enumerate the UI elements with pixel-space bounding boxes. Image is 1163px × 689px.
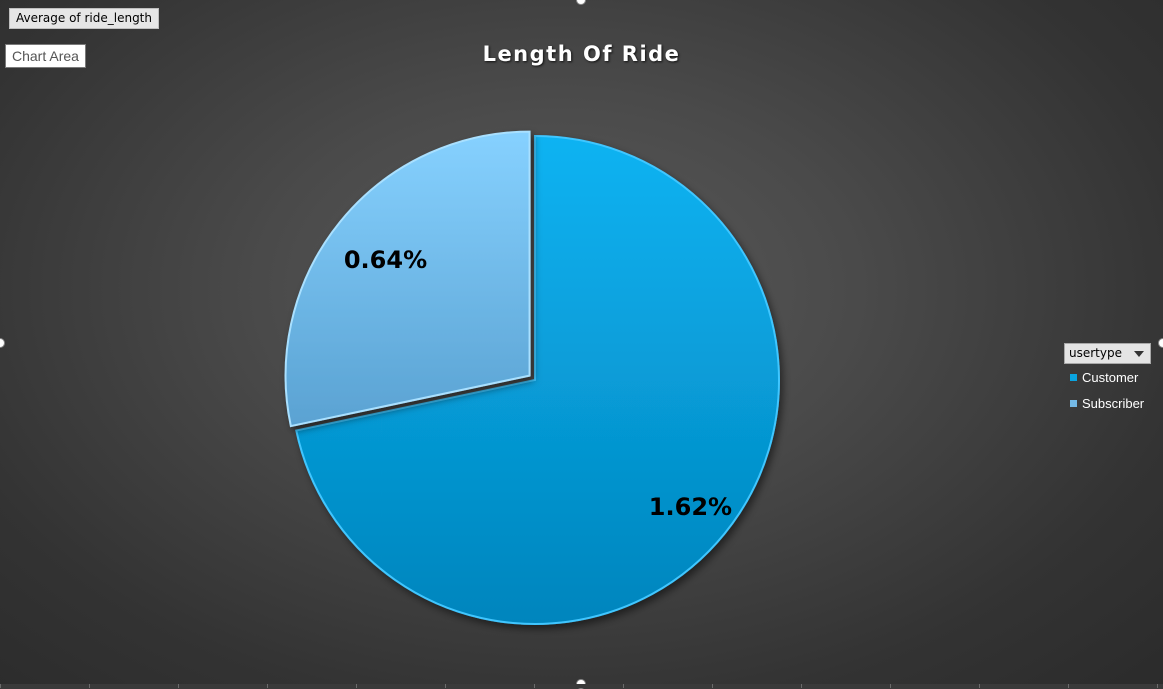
filter-label: usertype <box>1069 346 1122 360</box>
legend-label: Customer <box>1082 370 1139 385</box>
dropdown-arrow-icon[interactable] <box>1134 351 1144 357</box>
resize-handle-right[interactable] <box>1158 338 1163 348</box>
pie-slice-customer[interactable] <box>295 134 780 625</box>
sheet-gridline-strip <box>0 684 1163 688</box>
data-label-subscriber[interactable]: 0.64% <box>344 246 427 274</box>
legend-label: Subscriber <box>1082 396 1145 411</box>
value-field-button[interactable]: Average of ride_length <box>9 8 159 29</box>
legend-swatch-icon <box>1070 374 1077 382</box>
usertype-filter-dropdown[interactable]: usertype <box>1064 343 1151 364</box>
data-label-customer[interactable]: 1.62% <box>649 493 732 521</box>
chart-area-tooltip: Chart Area <box>5 44 86 68</box>
legend-item-subscriber[interactable]: Subscriber <box>1070 396 1144 412</box>
legend-swatch-icon <box>1070 400 1077 408</box>
legend-item-customer[interactable]: Customer <box>1070 370 1138 386</box>
pie-slice-subscriber[interactable] <box>284 130 531 428</box>
chart-title[interactable]: Length Of Ride <box>482 42 681 66</box>
